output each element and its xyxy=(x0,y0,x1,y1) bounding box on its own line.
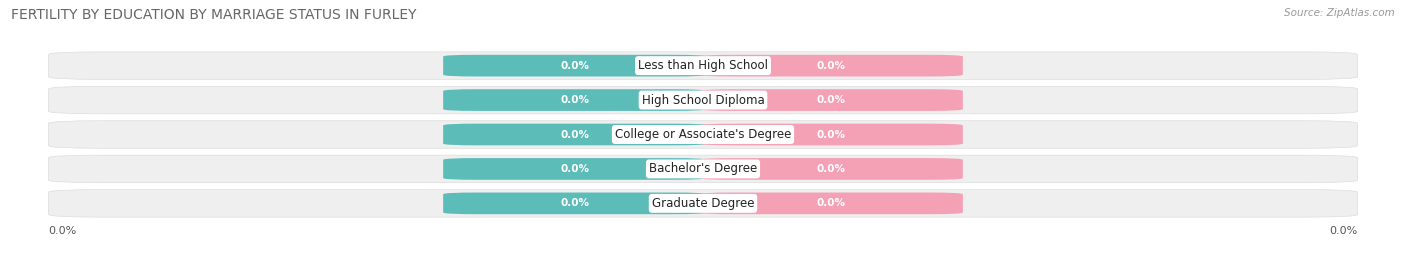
Text: 0.0%: 0.0% xyxy=(560,198,589,208)
Text: 0.0%: 0.0% xyxy=(560,95,589,105)
Text: 0.0%: 0.0% xyxy=(560,61,589,71)
Text: 0.0%: 0.0% xyxy=(817,61,846,71)
FancyBboxPatch shape xyxy=(48,52,1358,79)
Text: FERTILITY BY EDUCATION BY MARRIAGE STATUS IN FURLEY: FERTILITY BY EDUCATION BY MARRIAGE STATU… xyxy=(11,8,416,22)
FancyBboxPatch shape xyxy=(443,55,706,76)
FancyBboxPatch shape xyxy=(443,193,706,214)
FancyBboxPatch shape xyxy=(700,124,963,145)
Text: College or Associate's Degree: College or Associate's Degree xyxy=(614,128,792,141)
Text: 0.0%: 0.0% xyxy=(560,129,589,140)
Text: 0.0%: 0.0% xyxy=(1330,226,1358,236)
Text: 0.0%: 0.0% xyxy=(817,164,846,174)
Text: Bachelor's Degree: Bachelor's Degree xyxy=(650,162,756,175)
Text: Source: ZipAtlas.com: Source: ZipAtlas.com xyxy=(1284,8,1395,18)
FancyBboxPatch shape xyxy=(48,121,1358,148)
FancyBboxPatch shape xyxy=(700,89,963,111)
FancyBboxPatch shape xyxy=(700,55,963,76)
FancyBboxPatch shape xyxy=(443,124,706,145)
FancyBboxPatch shape xyxy=(48,86,1358,114)
Text: 0.0%: 0.0% xyxy=(817,129,846,140)
FancyBboxPatch shape xyxy=(443,89,706,111)
Text: High School Diploma: High School Diploma xyxy=(641,94,765,107)
Text: Less than High School: Less than High School xyxy=(638,59,768,72)
FancyBboxPatch shape xyxy=(700,193,963,214)
FancyBboxPatch shape xyxy=(700,158,963,180)
Text: 0.0%: 0.0% xyxy=(48,226,76,236)
FancyBboxPatch shape xyxy=(48,190,1358,217)
Text: 0.0%: 0.0% xyxy=(817,95,846,105)
FancyBboxPatch shape xyxy=(443,158,706,180)
Text: 0.0%: 0.0% xyxy=(560,164,589,174)
FancyBboxPatch shape xyxy=(48,155,1358,183)
Text: Graduate Degree: Graduate Degree xyxy=(652,197,754,210)
Text: 0.0%: 0.0% xyxy=(817,198,846,208)
